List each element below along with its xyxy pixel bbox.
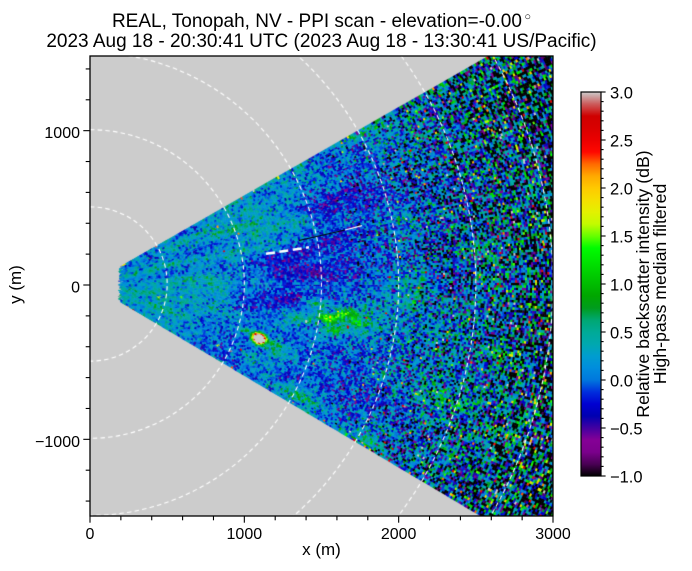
- svg-text:REAL, Tonopah, NV - PPI scan -: REAL, Tonopah, NV - PPI scan - elevation…: [112, 11, 531, 32]
- svg-text:3.0: 3.0: [610, 85, 633, 103]
- svg-text:−0.5: −0.5: [610, 421, 643, 439]
- svg-text:2000: 2000: [381, 526, 417, 543]
- svg-text:−1000: −1000: [35, 434, 80, 451]
- svg-text:1.5: 1.5: [610, 229, 633, 247]
- svg-text:2.0: 2.0: [610, 181, 633, 199]
- svg-text:1000: 1000: [44, 125, 80, 142]
- svg-text:0: 0: [71, 280, 80, 297]
- svg-text:Relative backscatter intensity: Relative backscatter intensity (dB): [633, 150, 653, 417]
- svg-text:0.0: 0.0: [610, 373, 633, 391]
- svg-text:2.5: 2.5: [610, 133, 633, 151]
- svg-text:−1.0: −1.0: [610, 469, 643, 487]
- svg-text:2023 Aug 18 - 20:30:41 UTC (20: 2023 Aug 18 - 20:30:41 UTC (2023 Aug 18 …: [46, 31, 596, 52]
- svg-text:High-pass median filtered: High-pass median filtered: [650, 184, 670, 385]
- svg-text:0.5: 0.5: [610, 325, 633, 343]
- svg-text:y (m): y (m): [6, 265, 25, 304]
- svg-text:1000: 1000: [227, 526, 263, 543]
- svg-text:0: 0: [86, 526, 95, 543]
- svg-text:3000: 3000: [535, 526, 571, 543]
- svg-text:x (m): x (m): [302, 540, 341, 559]
- svg-text:1.0: 1.0: [610, 277, 633, 295]
